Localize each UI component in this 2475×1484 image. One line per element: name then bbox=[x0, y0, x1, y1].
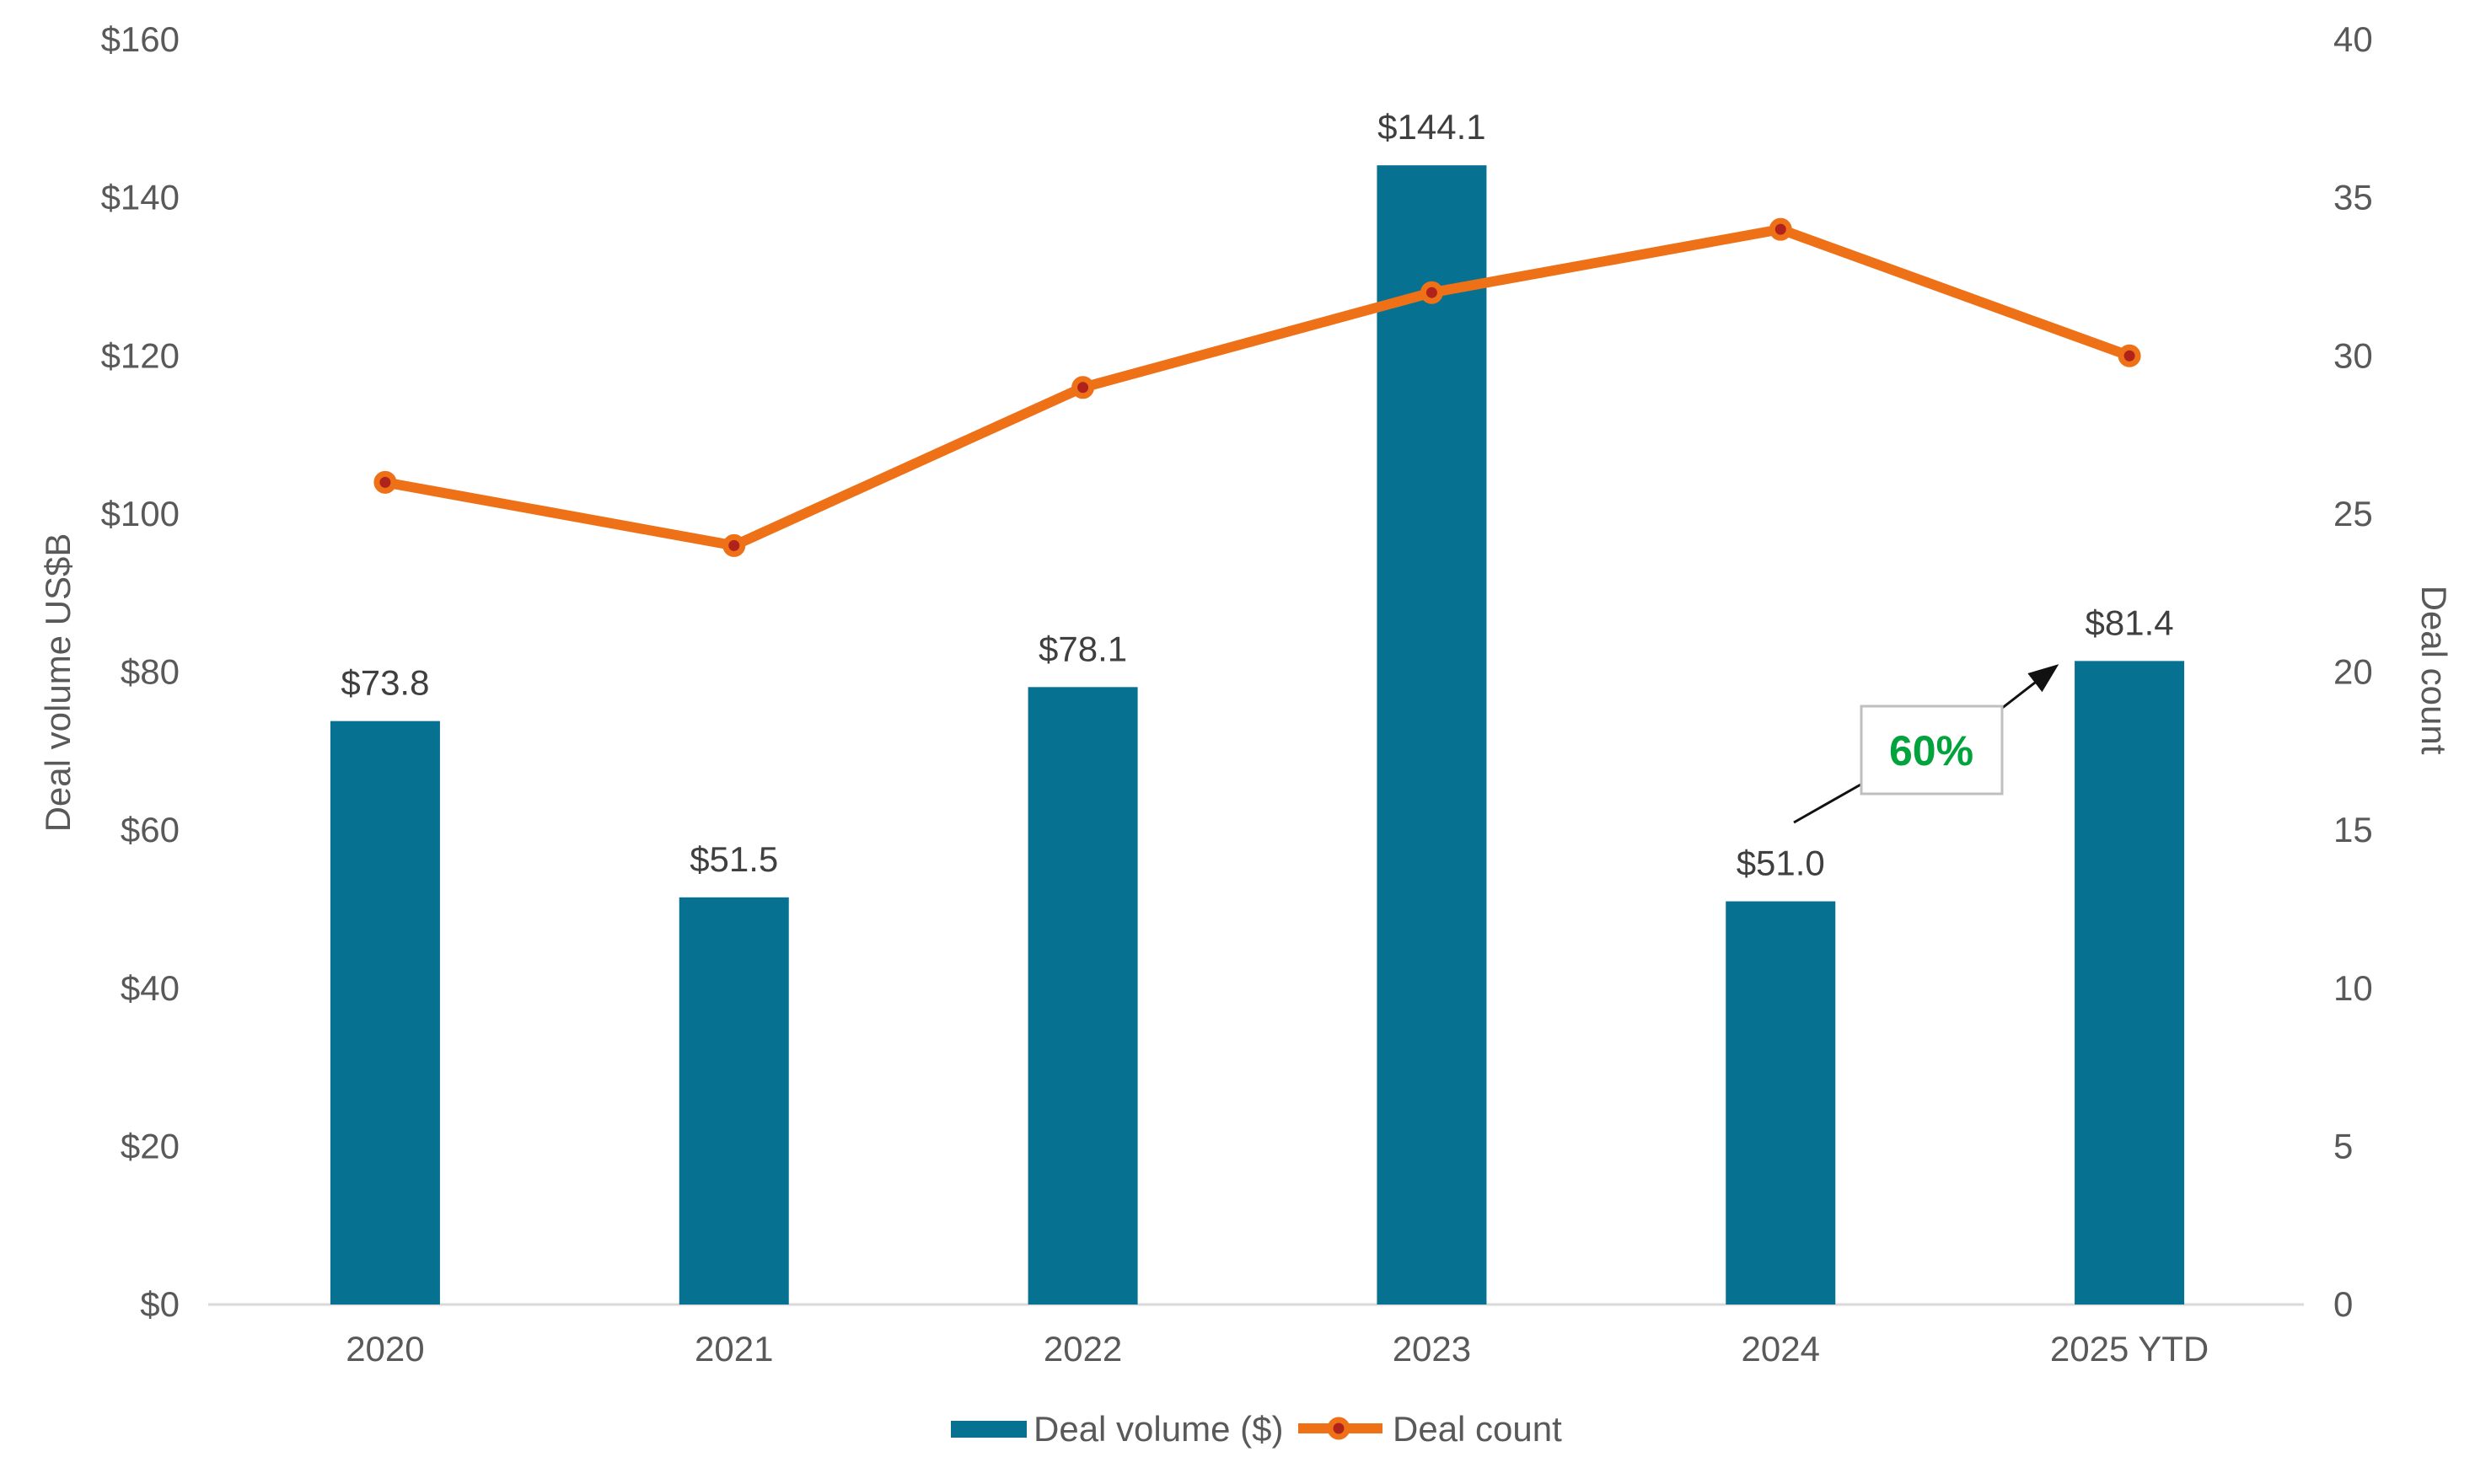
bar-value-label-2021: $51.5 bbox=[690, 839, 778, 879]
annotation-arrow-head bbox=[2000, 664, 2059, 710]
bar-value-label-2022: $78.1 bbox=[1039, 629, 1127, 668]
deal-count-marker-2020 bbox=[373, 470, 397, 494]
annotation-box bbox=[1860, 704, 2004, 796]
left-axis-tick: $160 bbox=[101, 19, 180, 59]
left-axis-tick: $20 bbox=[121, 1126, 180, 1165]
deal-count-marker-2022 bbox=[1071, 376, 1095, 399]
bar-2025 YTD bbox=[2075, 661, 2185, 1305]
bar-2023 bbox=[1377, 165, 1487, 1305]
right-axis-tick: 35 bbox=[2333, 178, 2373, 217]
left-axis-title: Deal volume US$B bbox=[38, 533, 78, 833]
x-axis-label-2021: 2021 bbox=[695, 1329, 773, 1369]
bar-2021 bbox=[679, 897, 789, 1305]
bar-value-label-2024: $51.0 bbox=[1737, 844, 1825, 883]
legend-bar-swatch bbox=[951, 1421, 1027, 1438]
bar-value-label-2023: $144.1 bbox=[1377, 107, 1485, 147]
growth-annotation: 60% bbox=[1793, 664, 2059, 824]
left-axis-tick: $0 bbox=[140, 1284, 180, 1324]
x-axis-label-2020: 2020 bbox=[346, 1329, 424, 1369]
left-axis-tick: $120 bbox=[101, 335, 180, 375]
bar-value-labels: $73.8 $51.5 $78.1 $144.1 $51.0 $81.4 bbox=[341, 107, 2173, 882]
right-axis-tick: 40 bbox=[2333, 19, 2373, 59]
left-axis-tick: $80 bbox=[121, 652, 180, 692]
right-axis-tick: 20 bbox=[2333, 652, 2373, 692]
deal-count-line bbox=[384, 224, 2132, 551]
deal-count-marker-2024 bbox=[1769, 217, 1792, 241]
legend: Deal volume ($) Deal count bbox=[951, 1409, 1562, 1449]
bar-value-label-2020: $73.8 bbox=[341, 663, 429, 703]
right-axis-tick: 30 bbox=[2333, 335, 2373, 375]
legend-bar-label: Deal volume ($) bbox=[1033, 1409, 1283, 1449]
bar-series bbox=[330, 165, 2185, 1305]
deal-count-marker-2023 bbox=[1420, 281, 1443, 304]
right-axis-tick: 5 bbox=[2333, 1126, 2353, 1165]
right-axis-title: Deal count bbox=[2414, 586, 2454, 755]
x-axis-label-2022: 2022 bbox=[1044, 1329, 1122, 1369]
left-axis-tick: $100 bbox=[101, 494, 180, 533]
right-axis-tick: 25 bbox=[2333, 494, 2373, 533]
x-axis-label-2023: 2023 bbox=[1393, 1329, 1471, 1369]
left-axis-ticks: $0 $20 $40 $60 $80 $100 $120 $140 $160 bbox=[101, 19, 180, 1324]
line-series bbox=[373, 217, 2141, 557]
bar-2024 bbox=[1726, 901, 1836, 1305]
annotation-arrow-tail bbox=[1793, 782, 1863, 824]
right-axis-tick: 10 bbox=[2333, 968, 2373, 1008]
x-axis-label-2024: 2024 bbox=[1742, 1329, 1820, 1369]
legend-line-marker-icon bbox=[1327, 1417, 1350, 1440]
right-axis-ticks: 0 5 10 15 20 25 30 35 40 bbox=[2333, 19, 2373, 1324]
right-axis-tick: 0 bbox=[2333, 1284, 2353, 1324]
bar-2020 bbox=[330, 721, 440, 1305]
left-axis-tick: $140 bbox=[101, 178, 180, 217]
legend-line-label: Deal count bbox=[1393, 1409, 1562, 1449]
left-axis-tick: $60 bbox=[121, 810, 180, 849]
deal-count-marker-2021 bbox=[722, 533, 746, 557]
x-axis-labels: 2020 2021 2022 2023 2024 2025 YTD bbox=[346, 1329, 2209, 1369]
bar-value-label-2025 YTD: $81.4 bbox=[2086, 603, 2174, 642]
annotation-label: 60% bbox=[1889, 727, 1973, 774]
bar-2022 bbox=[1028, 687, 1138, 1305]
deal-count-marker-2025 YTD bbox=[2118, 344, 2141, 367]
right-axis-tick: 15 bbox=[2333, 810, 2373, 849]
left-axis-tick: $40 bbox=[121, 968, 180, 1008]
x-axis-label-2025 YTD: 2025 YTD bbox=[2050, 1329, 2209, 1369]
